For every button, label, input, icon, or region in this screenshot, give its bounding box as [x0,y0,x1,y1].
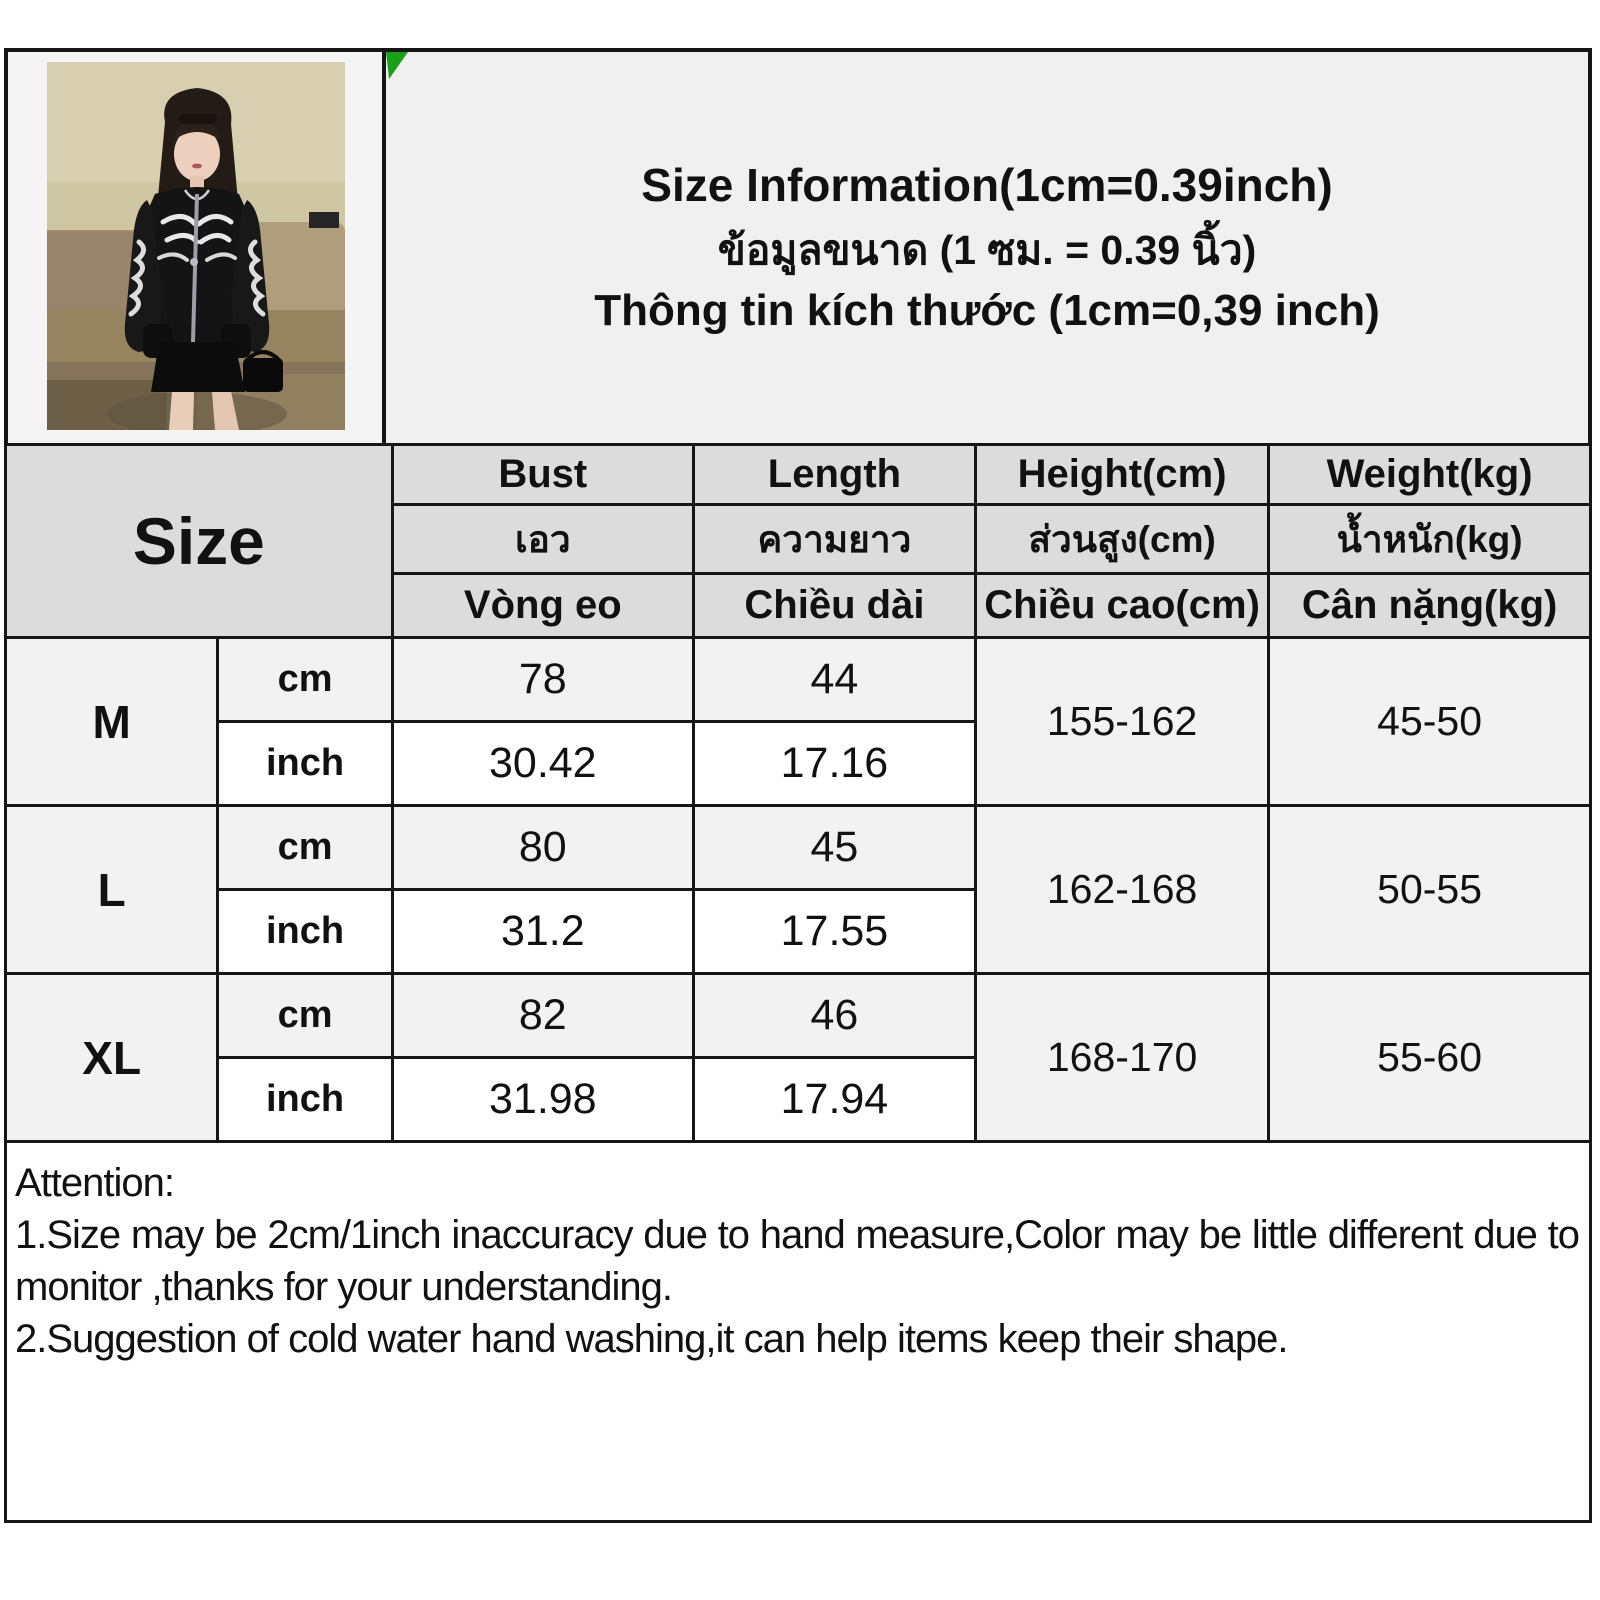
weight-range: 55-60 [1267,972,1592,1143]
product-photo [47,62,345,430]
col-header-height: Height(cm) [973,443,1271,506]
attention-heading: Attention: [15,1161,175,1205]
height-range: 168-170 [973,972,1271,1143]
header-section: Size Information(1cm=0.39inch) ข้อมูลขนา… [4,48,1592,443]
table-row-l-inch: inch 31.2 17.55 [6,888,1591,975]
length-value: 17.16 [691,720,977,807]
col-header-height-th: ส่วนสูง(cm) [973,503,1271,575]
table-row-m-inch: inch 30.42 17.16 [6,720,1591,807]
height-range: 162-168 [973,804,1271,975]
header-row-english: Size Bust Length Height(cm) Weight(kg) [4,443,1592,639]
col-header-length: Length [691,443,977,506]
col-header-bust: Bust [390,443,695,506]
bust-value: 78 [390,636,695,723]
col-header-length-th: ความยาว [691,503,977,575]
length-value: 17.55 [691,888,977,975]
bust-value: 31.2 [390,888,695,975]
size-corner-label: Size [4,443,394,639]
bust-value: 30.42 [390,720,695,807]
table-row-l-cm: L cm 80 45 162-168 50-55 [3,804,1592,975]
size-label-l: L [3,804,220,975]
unit-label: inch [216,1056,394,1143]
header-row-thai: เอว ความยาว ส่วนสูง(cm) น้ำหนัก(kg) [6,503,1592,575]
bust-value: 80 [390,804,695,891]
header-row-vietnamese: Vòng eo Chiều dài Chiều cao(cm) Cân nặng… [6,572,1592,639]
length-value: 17.94 [691,1056,977,1143]
table-row-xl-inch: inch 31.98 17.94 [6,1056,1591,1143]
table-row-m-cm: M cm 78 44 155-162 45-50 [3,636,1592,807]
weight-range: 45-50 [1267,636,1592,807]
size-table: Size Bust Length Height(cm) Weight(kg) เ… [3,443,1592,1143]
unit-label: inch [216,720,394,807]
size-label-m: M [3,636,220,807]
attention-note-2: 2.Suggestion of cold water hand washing,… [15,1317,1289,1361]
attention-note-1: 1.Size may be 2cm/1inch inaccuracy due t… [15,1213,1580,1309]
size-label-xl: XL [3,972,220,1143]
title-vietnamese: Thông tin kích thước (1cm=0,39 inch) [594,286,1380,336]
unit-label: cm [216,636,394,723]
col-header-weight: Weight(kg) [1267,443,1592,506]
green-corner-marker [386,52,408,79]
size-chart-sheet: Size Information(1cm=0.39inch) ข้อมูลขนา… [3,48,1592,1523]
unit-label: inch [216,888,394,975]
attention-section: Attention: 1.Size may be 2cm/1inch inacc… [4,1143,1592,1523]
unit-label: cm [216,972,394,1059]
bust-value: 82 [390,972,695,1059]
unit-label: cm [216,804,394,891]
weight-range: 50-55 [1267,804,1592,975]
length-value: 45 [691,804,977,891]
product-photo-illustration [47,62,345,430]
col-header-bust-th: เอว [390,503,695,575]
title-english: Size Information(1cm=0.39inch) [641,158,1333,211]
col-header-length-vi: Chiều dài [691,572,977,639]
col-header-height-vi: Chiều cao(cm) [973,572,1271,639]
table-row-xl-cm: XL cm 82 46 168-170 55-60 [3,972,1592,1143]
col-header-weight-th: น้ำหนัก(kg) [1267,503,1592,575]
title-thai: ข้อมูลขนาด (1 ซม. = 0.39 นิ้ว) [717,226,1257,273]
col-header-bust-vi: Vòng eo [390,572,695,639]
product-photo-cell [8,52,386,443]
title-block: Size Information(1cm=0.39inch) ข้อมูลขนา… [386,52,1588,443]
bust-value: 31.98 [390,1056,695,1143]
length-value: 44 [691,636,977,723]
col-header-weight-vi: Cân nặng(kg) [1267,572,1592,639]
height-range: 155-162 [973,636,1271,807]
length-value: 46 [691,972,977,1059]
